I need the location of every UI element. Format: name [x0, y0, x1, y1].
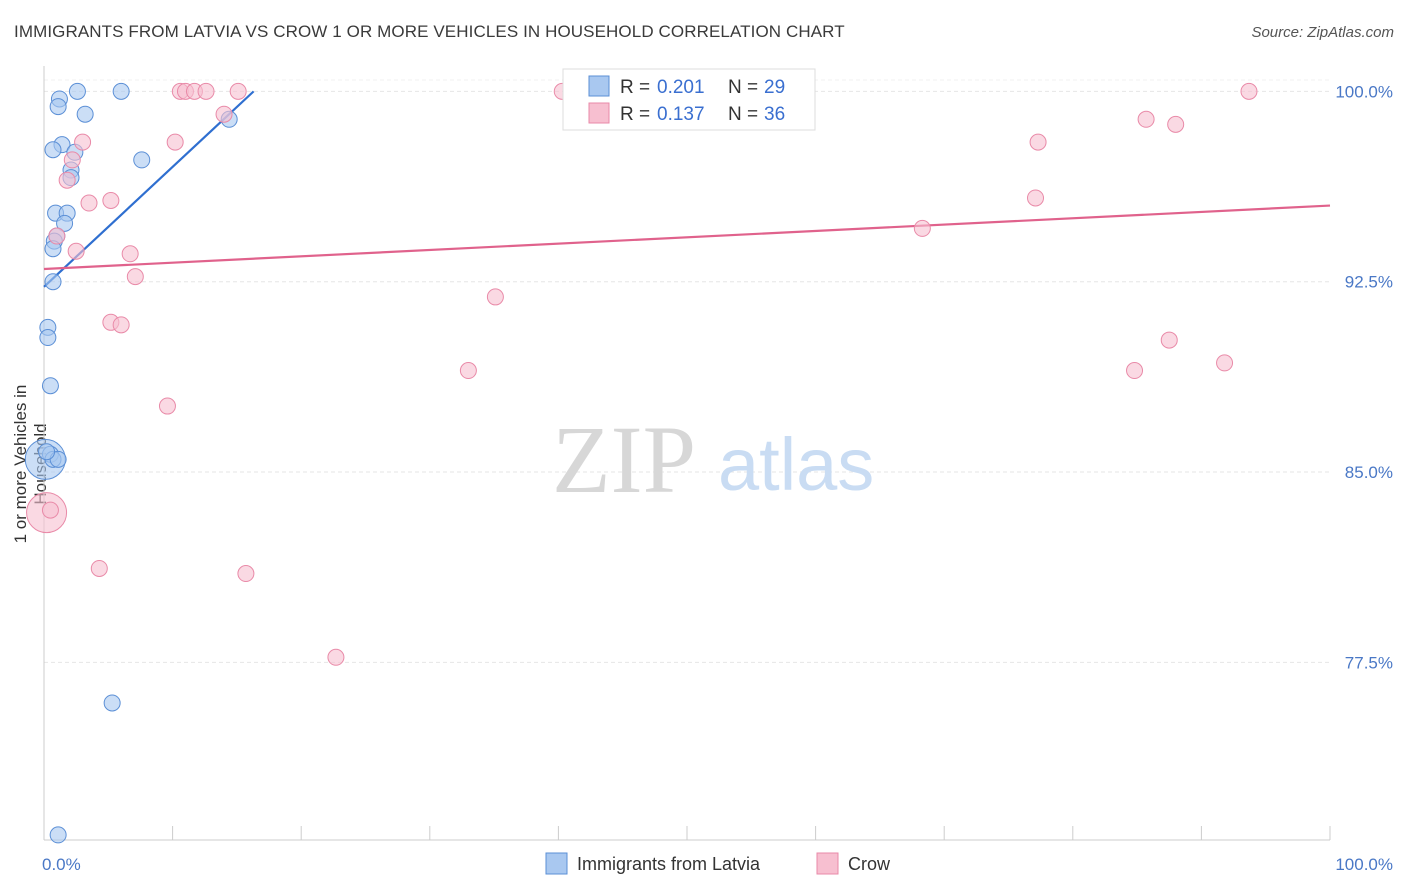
crow-point	[913, 219, 931, 237]
crow-point	[215, 105, 233, 123]
y-tick-label: 85.0%	[1345, 463, 1393, 482]
legend-n-label-2: N =	[728, 104, 758, 125]
crow-point	[112, 316, 130, 334]
crow-point	[197, 82, 215, 100]
crow-point	[80, 194, 98, 212]
watermark-atlas: atlas	[718, 423, 874, 506]
grid	[44, 79, 1330, 663]
crow-point	[327, 648, 345, 666]
source-label: Source: ZipAtlas.com	[1251, 24, 1394, 41]
crow-point	[1029, 133, 1047, 151]
legend-r-value-2: 0.137	[657, 104, 705, 125]
latvia-point	[56, 214, 74, 232]
crow-point	[48, 227, 66, 245]
latvia-point	[44, 141, 62, 159]
y-tick-label: 77.5%	[1345, 653, 1393, 672]
crow-point	[1027, 189, 1045, 207]
crow-point	[74, 133, 92, 151]
crow-point	[90, 559, 108, 577]
latvia-point	[41, 377, 59, 395]
crow-point	[1167, 115, 1185, 133]
crow-point	[1216, 354, 1234, 372]
data-points	[24, 82, 1258, 844]
latvia-point	[39, 329, 57, 347]
crow-point	[1160, 331, 1178, 349]
x-tick-label: 0.0%	[42, 855, 81, 874]
latvia-point	[76, 105, 94, 123]
crow-point	[1240, 82, 1258, 100]
series-legend-label-crow: Crow	[848, 854, 891, 874]
crow-point	[102, 191, 120, 209]
latvia-point	[112, 82, 130, 100]
crow-point	[126, 268, 144, 286]
x-tick-label: 100.0%	[1335, 855, 1393, 874]
legend-r-label-2: R =	[620, 104, 650, 125]
legend-swatch-pink	[588, 102, 610, 124]
legend-r-value-1: 0.201	[657, 77, 705, 98]
latvia-point	[68, 82, 86, 100]
latvia-point	[38, 443, 56, 461]
chart-title: IMMIGRANTS FROM LATVIA VS CROW 1 OR MORE…	[14, 22, 845, 41]
legend-n-value-2: 36	[764, 104, 785, 125]
stats-legend: R = 0.201 N = 29 R = 0.137 N = 36	[562, 68, 816, 131]
latvia-point	[49, 826, 67, 844]
latvia-point	[44, 273, 62, 291]
tick-labels: 77.5% 85.0% 92.5% 100.0% 0.0% 100.0%	[42, 82, 1393, 874]
y-tick-label: 100.0%	[1335, 82, 1393, 101]
series-legend-swatch-crow	[816, 852, 839, 875]
crow-point	[229, 82, 247, 100]
crow-point	[166, 133, 184, 151]
y-tick-label: 92.5%	[1345, 273, 1393, 292]
latvia-point	[49, 98, 67, 116]
crow-point	[41, 501, 59, 519]
crow-point	[1137, 110, 1155, 128]
series-legend: Immigrants from Latvia Crow	[545, 852, 891, 875]
legend-n-value-1: 29	[764, 77, 785, 98]
legend-swatch-blue	[588, 75, 610, 97]
series-legend-swatch-latvia	[545, 852, 568, 875]
crow-trend-line	[43, 204, 1331, 271]
crow-point	[486, 288, 504, 306]
crow-point	[459, 362, 477, 380]
crow-point	[158, 397, 176, 415]
crow-point	[67, 242, 85, 260]
crow-point	[1126, 362, 1144, 380]
latvia-point	[103, 694, 121, 712]
crow-point	[121, 245, 139, 263]
latvia-point	[133, 151, 151, 169]
legend-n-label-1: N =	[728, 77, 758, 98]
series-legend-label-latvia: Immigrants from Latvia	[577, 854, 761, 874]
crow-point	[63, 151, 81, 169]
crow-point	[58, 171, 76, 189]
legend-r-label-1: R =	[620, 77, 650, 98]
watermark-zip: ZIP	[552, 406, 696, 513]
crow-point	[237, 565, 255, 583]
